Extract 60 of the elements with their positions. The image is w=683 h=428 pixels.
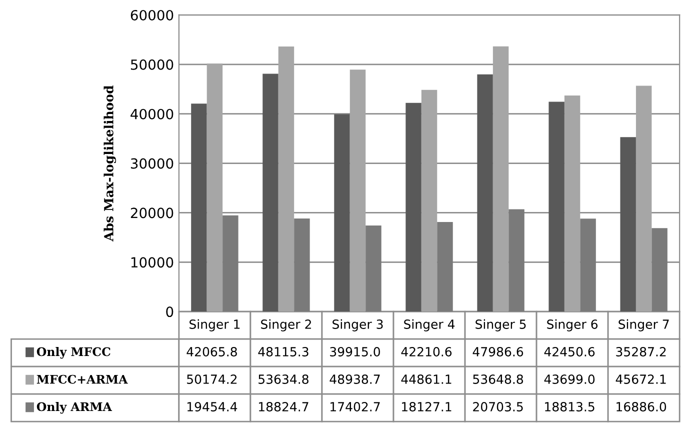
bar: [636, 86, 652, 312]
x-tick-label: Singer 7: [618, 319, 669, 332]
y-tick-label: 0: [166, 306, 174, 318]
bar: [294, 218, 310, 312]
y-axis-title: Abs Max-loglikelihood: [104, 86, 116, 242]
data-label: 42450.6: [544, 347, 595, 356]
data-label: 48115.3: [258, 347, 308, 356]
bar: [421, 90, 438, 312]
data-label: 19454.4: [187, 402, 238, 412]
data-label: 17402.7: [330, 402, 380, 412]
data-label: 18813.5: [545, 402, 594, 412]
legend-label: MFCC+ARMA: [36, 374, 128, 384]
bar: [492, 46, 509, 312]
bar: [548, 102, 564, 312]
bar: [437, 222, 453, 312]
bar: [564, 96, 580, 312]
data-label: 47986.6: [472, 347, 524, 356]
data-label: 42065.8: [186, 347, 237, 356]
x-tick-label: Singer 2: [261, 319, 311, 332]
x-tick-label: Singer 1: [190, 319, 240, 332]
y-tick-label: 20000: [130, 208, 174, 218]
bar: [477, 74, 493, 312]
data-label: 39915.0: [330, 347, 380, 356]
bar: [191, 104, 207, 312]
x-tick-label: Singer 6: [547, 319, 598, 332]
legend-label: Only ARMA: [36, 402, 112, 414]
bar: [652, 228, 668, 312]
bar: [222, 215, 238, 312]
data-label: 18824.7: [258, 402, 308, 412]
y-tick-label: 50000: [130, 59, 174, 70]
data-label: 18127.1: [402, 402, 452, 412]
data-label: 43699.0: [544, 374, 595, 384]
bar: [580, 218, 596, 312]
bar: [334, 114, 350, 312]
bar: [262, 74, 278, 312]
x-tick-label: Singer 4: [404, 319, 455, 332]
x-tick-label: Singer 5: [476, 319, 526, 332]
data-label: 45672.1: [616, 374, 666, 384]
bar: [278, 46, 294, 312]
y-tick-label: 10000: [131, 257, 174, 268]
data-label: 53634.8: [258, 374, 308, 384]
y-tick-label: 30000: [130, 158, 174, 169]
data-label: 20703.5: [473, 402, 523, 412]
data-label: 35287.2: [616, 347, 666, 356]
data-label: 53648.8: [473, 374, 524, 384]
data-label: 50174.2: [187, 374, 237, 384]
data-label: 16886.0: [616, 402, 666, 412]
bar: [620, 137, 636, 312]
bar: [206, 64, 223, 312]
data-label: 42210.6: [401, 347, 452, 356]
bar: [406, 102, 422, 312]
x-tick-label: Singer 3: [332, 319, 383, 332]
bar: [350, 70, 366, 312]
data-label: 44861.1: [401, 374, 452, 384]
legend-label: Only MFCC: [36, 347, 110, 359]
y-tick-label: 40000: [130, 108, 174, 120]
bar: [508, 209, 524, 312]
data-label: 48938.7: [330, 374, 380, 384]
bar: [366, 226, 382, 312]
y-tick-label: 60000: [130, 10, 174, 20]
